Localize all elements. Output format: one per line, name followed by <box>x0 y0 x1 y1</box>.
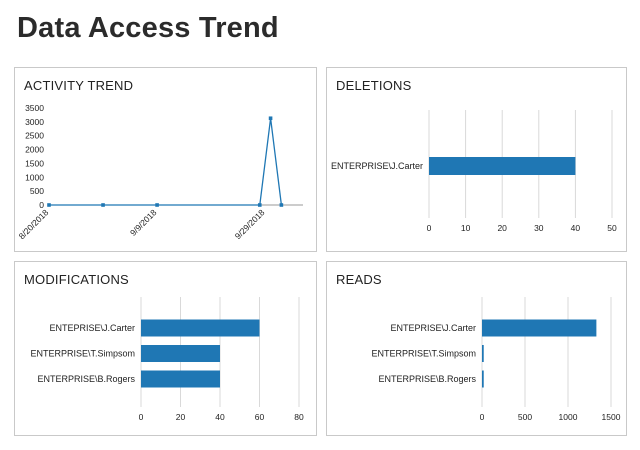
activity-trend-chart: 0 500 1000 1500 2000 2500 3000 3500 8/20/2018 9/9… <box>17 103 303 241</box>
page-title: Data Access Trend <box>17 12 279 44</box>
y-tick-label: 1000 <box>25 172 44 182</box>
x-tick-label: 0 <box>139 412 144 422</box>
data-point <box>279 203 284 207</box>
bar <box>482 370 484 388</box>
category-label: ENTERPRISE\B.Rogers <box>37 374 135 384</box>
deletions-chart: 0 10 20 30 40 50 ENTERPRISE\J.Carter <box>331 110 617 233</box>
x-tick-label: 0 <box>427 223 432 233</box>
bar <box>141 345 220 362</box>
bar <box>429 157 576 175</box>
category-label: ENTERPRISE\B.Rogers <box>378 374 476 384</box>
x-tick-label: 80 <box>294 412 304 422</box>
y-tick-label: 1500 <box>25 158 44 168</box>
bar <box>482 319 597 337</box>
x-tick-label: 500 <box>518 412 532 422</box>
y-tick-label: 2500 <box>25 131 44 141</box>
x-tick-label: 20 <box>176 412 186 422</box>
category-label: ENTERPRISE\J.Carter <box>331 161 423 171</box>
reads-title: READS <box>336 272 382 287</box>
category-label: ENTERPRISE\T.Simpsom <box>371 349 476 359</box>
x-tick-label: 20 <box>497 223 507 233</box>
x-tick-label: 60 <box>255 412 265 422</box>
bar <box>482 345 484 362</box>
series-line <box>49 118 283 206</box>
reads-chart: 0 500 1000 1500 ENTEPRISE\J.Carter ENTERPRISE… <box>371 297 621 422</box>
data-point <box>47 203 51 207</box>
modifications-chart: 0 20 40 60 80 ENTEPRISE\J.Carter ENTERPRISE\T.… <box>30 297 304 422</box>
x-tick-label: 40 <box>215 412 225 422</box>
x-tick-label: 9/29/2018 <box>233 207 267 241</box>
y-tick-label: 3000 <box>25 117 44 127</box>
y-tick-label: 2000 <box>25 145 44 155</box>
y-tick-label: 0 <box>39 200 44 210</box>
x-tick-label: 50 <box>607 223 617 233</box>
modifications-panel: MODIFICATIONS 0 20 40 60 80 ENTEPRISE\J.Carte… <box>14 261 317 436</box>
y-tick-label: 500 <box>30 186 44 196</box>
deletions-title: DELETIONS <box>336 78 412 93</box>
x-tick-label: 1000 <box>559 412 578 422</box>
data-point <box>101 203 105 207</box>
data-point <box>155 203 159 207</box>
category-label: ENTERPRISE\T.Simpsom <box>30 349 135 359</box>
data-point <box>257 203 262 207</box>
x-tick-label: 0 <box>480 412 485 422</box>
activity-trend-panel: ACTIVITY TREND 0 500 1000 1500 2000 2500 3000 3… <box>14 67 317 252</box>
deletions-panel: DELETIONS 0 10 20 30 40 50 ENTERPRISE\J.Carter <box>326 67 627 252</box>
reads-panel: READS 0 500 1000 1500 ENTEPRISE\J.Carter ENTE… <box>326 261 627 436</box>
activity-trend-title: ACTIVITY TREND <box>24 78 134 93</box>
x-tick-label: 40 <box>571 223 581 233</box>
bar <box>141 370 220 388</box>
data-point <box>268 116 273 121</box>
y-tick-label: 3500 <box>25 103 44 113</box>
bar <box>141 319 260 337</box>
modifications-title: MODIFICATIONS <box>24 272 129 287</box>
x-tick-label: 10 <box>461 223 471 233</box>
category-label: ENTEPRISE\J.Carter <box>49 323 135 333</box>
x-tick-label: 8/20/2018 <box>17 207 51 241</box>
x-tick-label: 30 <box>534 223 544 233</box>
x-tick-label: 9/9/2018 <box>128 207 159 238</box>
x-tick-label: 1500 <box>602 412 621 422</box>
category-label: ENTEPRISE\J.Carter <box>390 323 476 333</box>
